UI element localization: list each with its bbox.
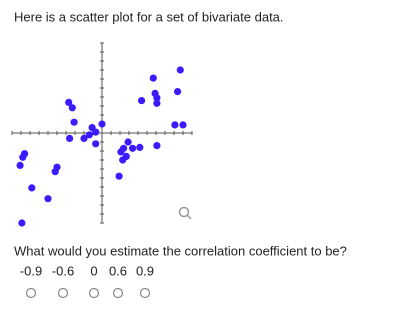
point bbox=[115, 172, 123, 180]
point bbox=[80, 134, 88, 142]
point bbox=[98, 120, 106, 128]
point bbox=[174, 88, 182, 96]
title: Here is a scatter plot for a set of biva… bbox=[14, 9, 284, 24]
point bbox=[44, 195, 52, 203]
option-radio[interactable] bbox=[57, 287, 69, 299]
point bbox=[138, 97, 146, 105]
option-radio[interactable] bbox=[25, 287, 37, 299]
point bbox=[92, 140, 100, 148]
point bbox=[153, 142, 161, 150]
point bbox=[136, 143, 144, 151]
point bbox=[70, 118, 78, 126]
point bbox=[65, 98, 73, 106]
point bbox=[149, 74, 157, 82]
point bbox=[68, 104, 76, 112]
point bbox=[129, 144, 137, 152]
point bbox=[124, 138, 132, 146]
option-label: 0.9 bbox=[136, 263, 154, 278]
option-radio[interactable] bbox=[112, 287, 124, 299]
zoom-icon[interactable] bbox=[178, 206, 192, 220]
point bbox=[179, 121, 187, 129]
point bbox=[153, 94, 161, 102]
point bbox=[85, 131, 93, 139]
point bbox=[66, 134, 74, 142]
point bbox=[19, 153, 27, 161]
point bbox=[16, 161, 24, 169]
point bbox=[153, 99, 161, 107]
option-radio[interactable] bbox=[139, 287, 151, 299]
point bbox=[92, 128, 100, 136]
point bbox=[18, 219, 26, 227]
point bbox=[171, 121, 179, 129]
plot bbox=[11, 42, 193, 227]
point bbox=[51, 168, 59, 176]
option-label: -0.6 bbox=[52, 263, 74, 278]
option-label: 0 bbox=[90, 263, 97, 278]
point bbox=[28, 184, 36, 192]
option-label: -0.9 bbox=[20, 263, 42, 278]
option-radio[interactable] bbox=[88, 287, 100, 299]
option-label: 0.6 bbox=[109, 263, 127, 278]
point bbox=[119, 156, 127, 164]
point bbox=[176, 66, 184, 74]
point bbox=[117, 148, 125, 156]
options: -0.9 -0.6 0 0.6 0.9 bbox=[20, 263, 154, 299]
question: What would you estimate the correlation … bbox=[14, 243, 347, 258]
